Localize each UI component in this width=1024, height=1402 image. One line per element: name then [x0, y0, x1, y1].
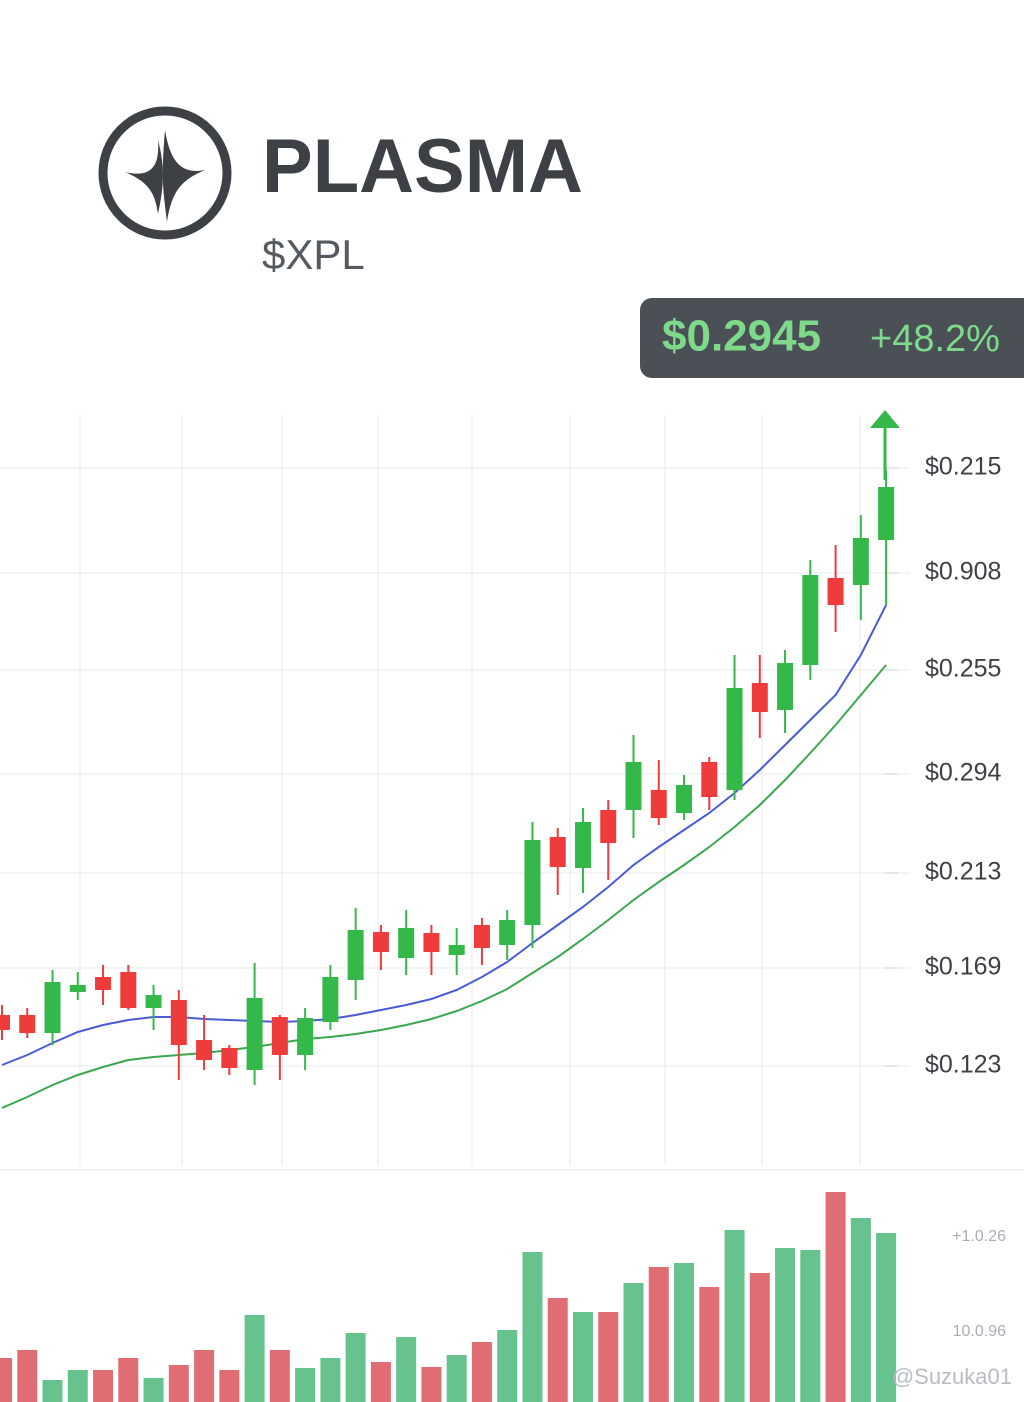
candle-body [827, 578, 844, 605]
y-tick-label: $0.215 [925, 453, 1001, 481]
candle-body [802, 575, 819, 665]
y-tick-label: $0.294 [925, 759, 1002, 787]
candle-body [19, 1015, 36, 1033]
candle-body [600, 810, 617, 843]
candle-body [246, 998, 263, 1070]
volume-bar [67, 1370, 88, 1402]
volume-bar [471, 1342, 492, 1402]
volume-bar [825, 1192, 846, 1402]
volume-bar [219, 1370, 240, 1402]
volume-bar [143, 1378, 164, 1402]
candle-body [676, 785, 693, 813]
y2-tick-label: 10.0.96 [953, 1323, 1006, 1340]
candle-body [701, 762, 718, 797]
candle-body [524, 840, 541, 925]
volume-bar [269, 1350, 290, 1402]
candle-body [852, 538, 869, 585]
candle-body [322, 977, 339, 1022]
candle-body [297, 1018, 314, 1055]
title: PLASMA [262, 124, 583, 209]
volume-bar [345, 1333, 366, 1402]
volume-bar [497, 1330, 518, 1402]
volume-bar [572, 1312, 593, 1402]
candle-body [44, 982, 61, 1033]
candle-body [650, 790, 667, 818]
volume-bar [93, 1370, 114, 1402]
candle-body [726, 688, 743, 790]
volume-bar [876, 1233, 897, 1402]
y-tick-label: $0.169 [925, 953, 1001, 981]
y-tick-label: $0.908 [925, 558, 1001, 586]
volume-bar [446, 1355, 467, 1402]
candle-body [271, 1017, 288, 1055]
candle-body [625, 762, 642, 810]
up-arrow [870, 410, 900, 480]
volume-bar [674, 1263, 695, 1402]
candle-body [95, 977, 112, 990]
candle-body [347, 930, 364, 980]
candle-body [448, 945, 465, 955]
volume-bar [244, 1315, 265, 1402]
candle-body [574, 822, 591, 868]
candle-body [473, 925, 490, 948]
volume-bar [320, 1358, 341, 1402]
volume-bar [0, 1358, 12, 1402]
volume-bar [522, 1252, 543, 1402]
candle-body [221, 1048, 238, 1068]
y-tick-label: $0.255 [925, 655, 1001, 683]
volume-bar [42, 1380, 63, 1402]
volume-bar [850, 1218, 871, 1402]
volume-bar [168, 1365, 189, 1402]
volume-bar [775, 1248, 796, 1402]
price-change: +48.2% [870, 318, 1000, 360]
candle-body [196, 1040, 213, 1060]
volume-bar [295, 1368, 316, 1402]
candle-body [499, 920, 516, 945]
volume-bar [749, 1273, 770, 1402]
volume-bar [370, 1362, 391, 1402]
price-badge [640, 298, 1024, 378]
candle-body [878, 487, 895, 540]
volume-bar [800, 1250, 821, 1402]
y2-tick-label: +1.0.26 [952, 1228, 1006, 1245]
volume-bar [118, 1358, 139, 1402]
candle-body [69, 985, 86, 992]
volume-bar [547, 1298, 568, 1402]
logo [98, 106, 232, 240]
candle-body [549, 837, 566, 867]
volume-bar [598, 1312, 619, 1402]
volume-bar [623, 1283, 644, 1402]
volume-bar [724, 1230, 745, 1402]
volume-bar [396, 1337, 417, 1402]
candle-body [423, 933, 440, 952]
volume-bar [194, 1350, 215, 1402]
volume-bar [648, 1267, 669, 1402]
volume-bar [17, 1350, 38, 1402]
moving-average [1, 664, 887, 1109]
candle-body [120, 972, 137, 1008]
ticker: $XPL [262, 231, 365, 278]
watermark: @Suzuka01 [892, 1364, 1012, 1389]
candle-body [0, 1015, 10, 1030]
candle-body [777, 663, 794, 710]
price: $0.2945 [662, 312, 821, 361]
y-tick-label: $0.123 [925, 1051, 1001, 1079]
volume-bar [421, 1367, 442, 1402]
candle-body [398, 928, 415, 958]
volume-bar [699, 1287, 720, 1402]
vertical-grid [79, 415, 861, 1165]
plot: $0.215 $0.908 $0.255 $0.294 $0.213 $0.169 $0.1… [0, 453, 1006, 1402]
candle-body [145, 995, 162, 1008]
candle-body [751, 683, 768, 712]
y-tick-label: $0.213 [925, 858, 1001, 886]
candle-body [372, 932, 389, 952]
candle-body [170, 1000, 187, 1045]
